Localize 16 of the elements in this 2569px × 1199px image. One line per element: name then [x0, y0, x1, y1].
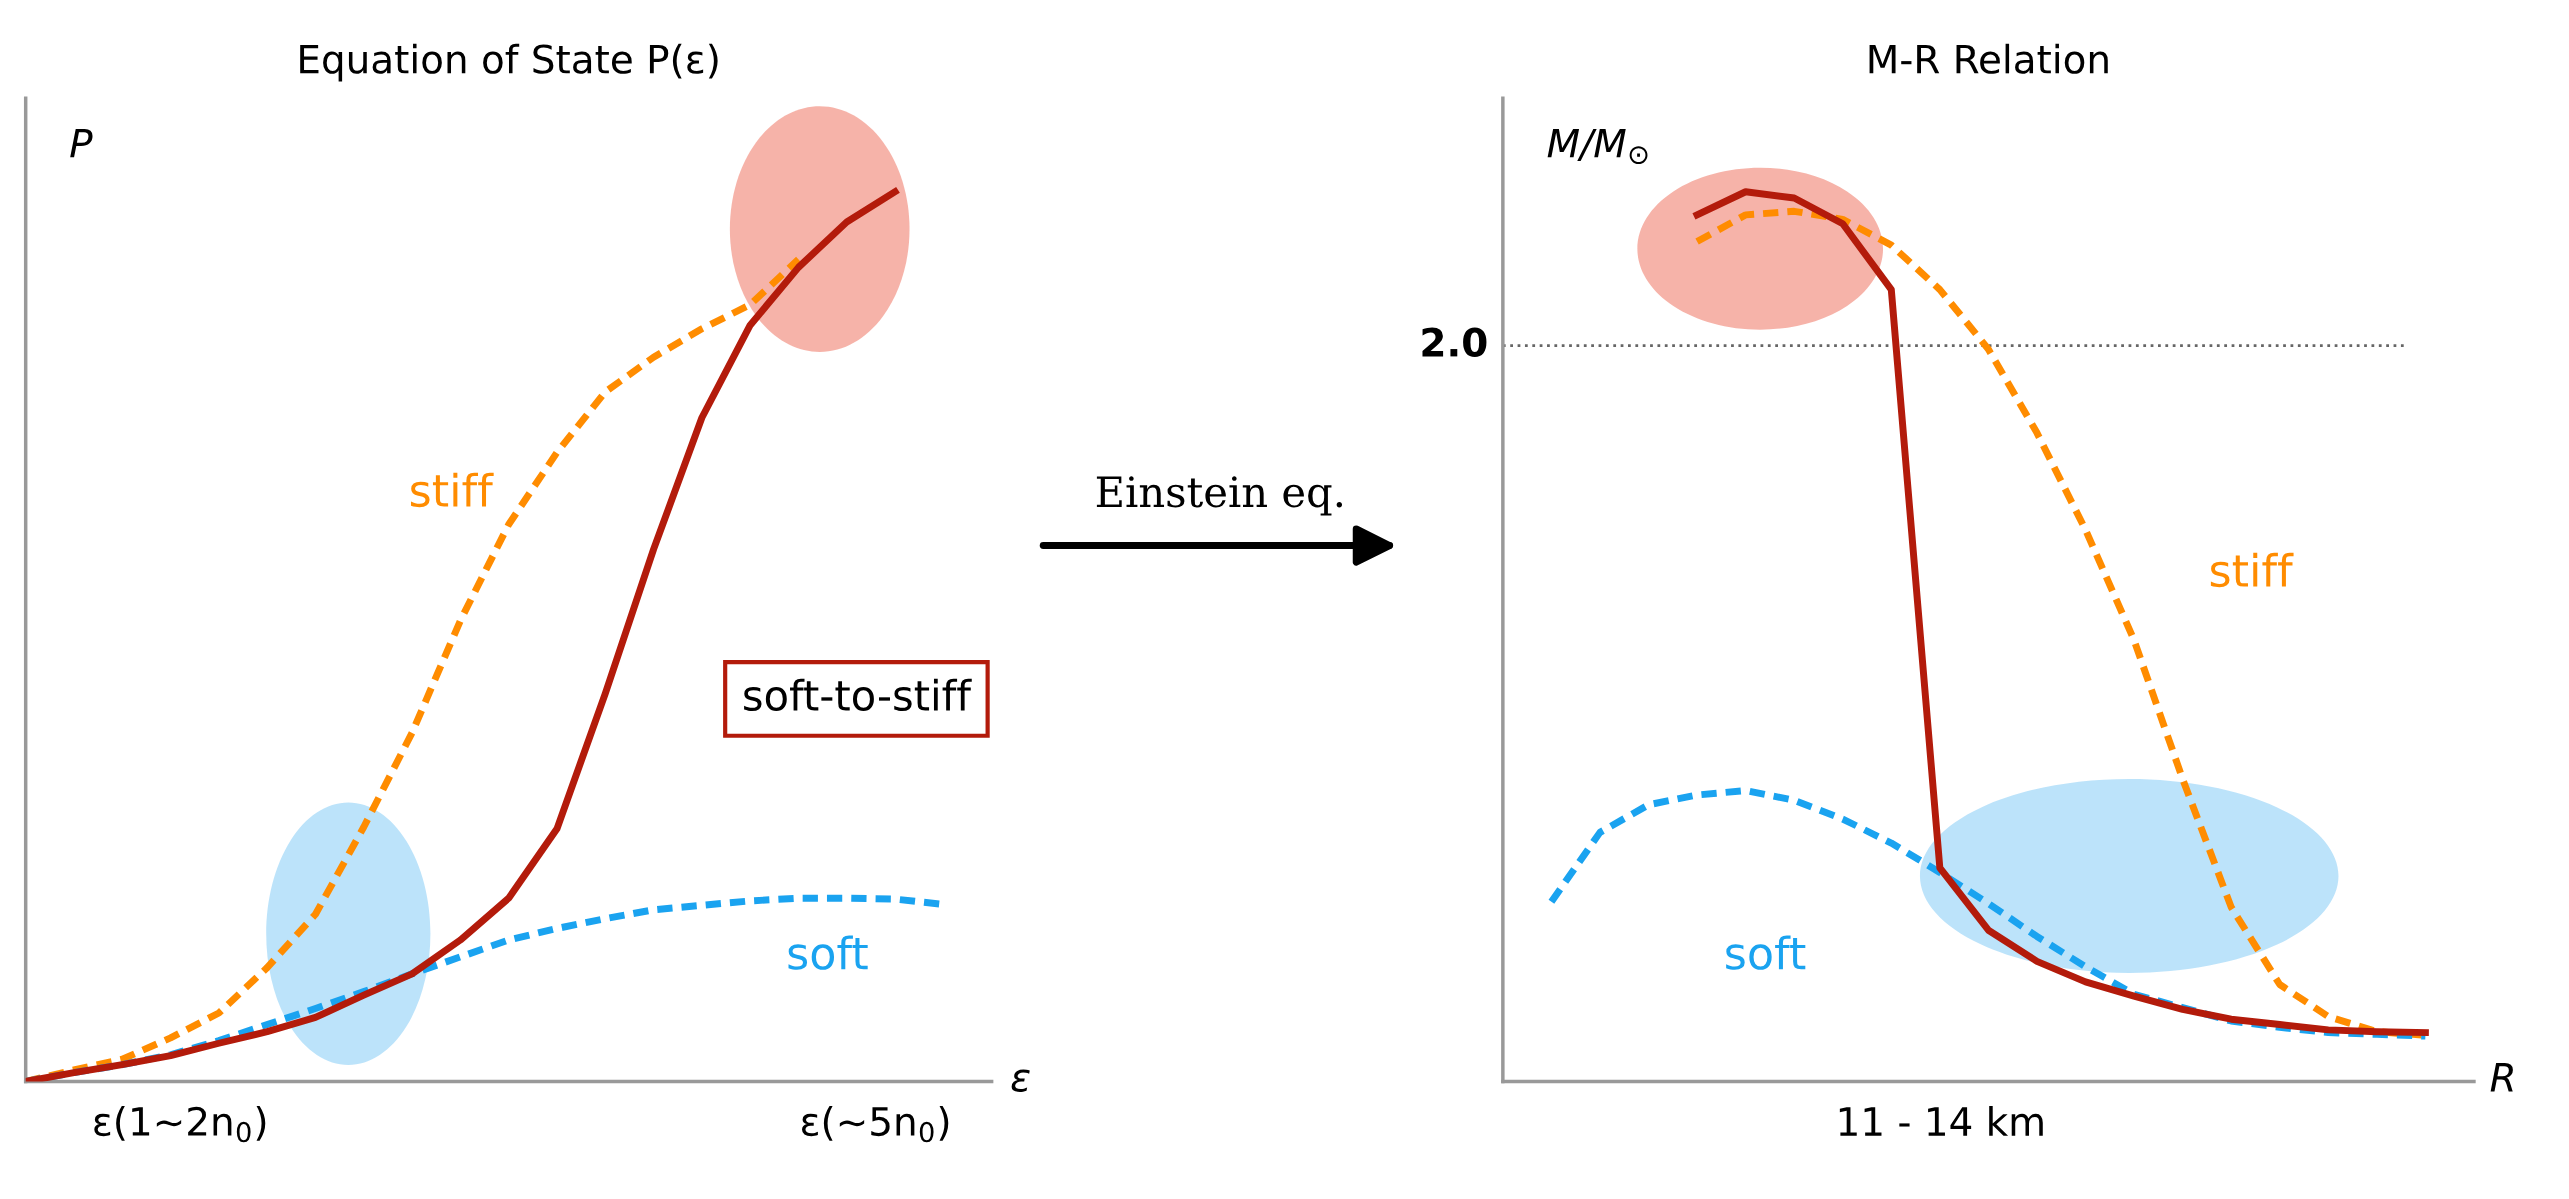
text: 11 - 14 km	[1839, 1106, 2043, 1136]
series-label: soft	[788, 935, 868, 970]
chart-title: M-R Relation	[1869, 43, 2108, 74]
text: ε(~5n$_{0}$)	[802, 1106, 949, 1143]
series-label: stiff	[411, 472, 494, 508]
x-axis-title: R	[2490, 1063, 2513, 1092]
y-axis-title: M/M$_{⊙}$	[1547, 128, 1648, 165]
text: soft	[1726, 935, 1806, 970]
text: ε(1~2n$_{0}$)	[94, 1106, 266, 1143]
text: Einstein eq.	[1096, 476, 1343, 516]
chart-title: Equation of State P(ε)	[300, 43, 718, 82]
y-axis-title: P	[70, 129, 93, 158]
text: 2.0	[1422, 327, 1487, 357]
x-axis-title: ε	[1011, 1069, 1030, 1092]
text: soft-to-stiff	[744, 678, 972, 711]
text: stiff	[2210, 552, 2294, 588]
